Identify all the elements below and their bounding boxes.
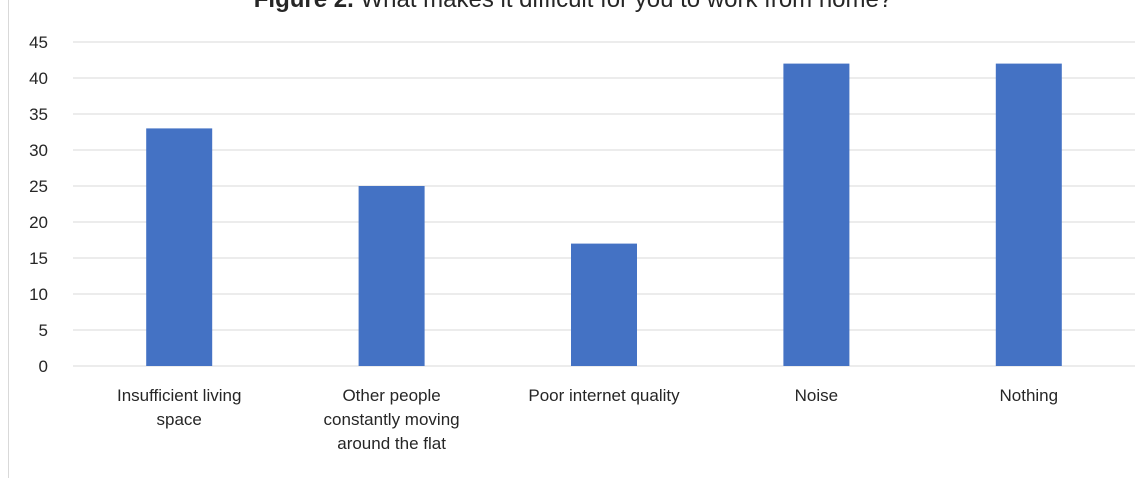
y-tick-label: 35 [29, 105, 48, 124]
y-tick-label: 30 [29, 141, 48, 160]
chart-title-text: What makes it difficult for you to work … [354, 0, 892, 13]
bar [146, 128, 213, 366]
chart-frame [8, 0, 1146, 478]
x-axis: Insufficient living space Other people cons… [117, 386, 1058, 453]
bar [995, 63, 1062, 366]
y-tick-label: 40 [29, 69, 48, 88]
bar [783, 63, 850, 366]
y-tick-label: 0 [39, 357, 48, 376]
chart-title: Figure 2. What makes it difficult for yo… [0, 0, 1146, 14]
bar [571, 243, 637, 366]
chart-title-label: Figure 2. [254, 0, 354, 13]
bar [358, 186, 425, 366]
x-tick-label: Insufficient living space [117, 386, 241, 429]
y-tick-label: 10 [29, 285, 48, 304]
x-tick-label: Poor internet quality [528, 386, 680, 405]
x-tick-label: Nothing [999, 386, 1058, 405]
y-tick-label: 20 [29, 213, 48, 232]
y-tick-label: 15 [29, 249, 48, 268]
x-tick-label: Other people constantly moving around the … [324, 386, 460, 453]
bars [146, 63, 1062, 366]
x-tick-label: Noise [795, 386, 838, 405]
y-tick-label: 45 [29, 33, 48, 52]
y-tick-label: 25 [29, 177, 48, 196]
y-axis: 0 5 10 15 20 25 30 35 40 45 [29, 33, 48, 376]
y-tick-label: 5 [39, 321, 48, 340]
